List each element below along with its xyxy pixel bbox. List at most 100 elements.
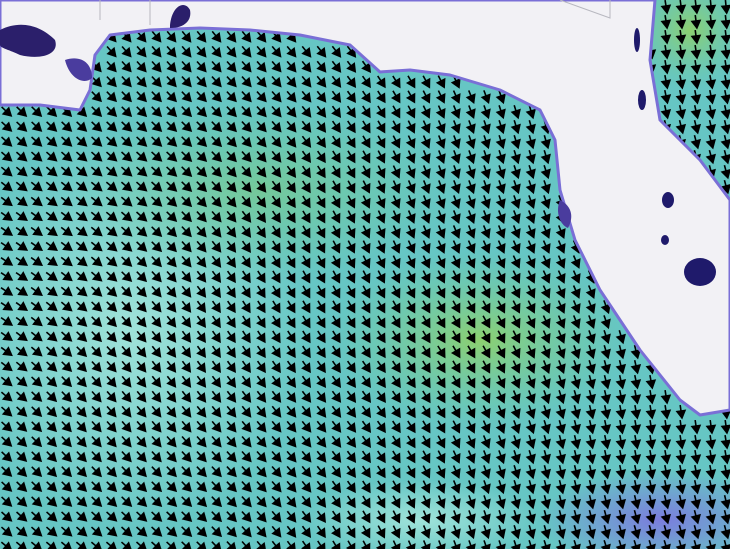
wind-arrow (45, 526, 58, 537)
wind-arrow (435, 270, 446, 284)
wind-arrow (136, 375, 147, 388)
wind-arrow (510, 405, 521, 419)
wind-arrow (316, 420, 327, 433)
wind-arrow (91, 136, 103, 147)
wind-arrow (540, 465, 551, 480)
wind-arrow (405, 465, 416, 479)
wind-arrow (450, 390, 461, 404)
wind-arrow (346, 390, 357, 403)
wind-arrow (121, 76, 132, 88)
wind-arrow (226, 360, 236, 374)
wind-arrow (226, 420, 237, 433)
wind-arrow (106, 121, 118, 132)
wind-arrow (300, 285, 311, 299)
wind-arrow (151, 181, 163, 192)
wind-arrow (555, 510, 566, 525)
wind-arrow (151, 511, 163, 522)
wind-arrow (270, 255, 281, 269)
wind-arrow (196, 30, 207, 43)
wind-arrow (151, 481, 163, 493)
wind-arrow (270, 285, 281, 299)
wind-arrow (91, 466, 102, 478)
wind-arrow (375, 480, 386, 494)
wind-arrow (91, 91, 103, 103)
wind-arrow (435, 480, 446, 494)
wind-arrow (346, 375, 357, 389)
wind-arrow (166, 405, 177, 418)
wind-arrow (660, 14, 672, 30)
wind-arrow (120, 211, 133, 222)
wind-arrow (346, 330, 356, 344)
wind-arrow (90, 541, 103, 549)
wind-arrow (151, 526, 163, 537)
wind-arrow (105, 211, 118, 222)
wind-arrow (555, 315, 566, 329)
wind-arrow (136, 481, 148, 493)
wind-arrow (31, 121, 43, 132)
wind-arrow (61, 391, 72, 403)
wind-arrow (615, 389, 627, 405)
wind-arrow (360, 255, 371, 269)
wind-arrow (46, 391, 58, 403)
wind-arrow (331, 90, 342, 103)
wind-arrow (151, 211, 163, 222)
wind-arrow (510, 105, 521, 120)
wind-arrow (211, 45, 222, 58)
wind-arrow (181, 466, 192, 478)
wind-arrow (30, 286, 43, 297)
wind-arrow (465, 330, 476, 344)
wind-arrow (30, 271, 44, 281)
wind-arrow (166, 60, 177, 73)
wind-arrow (151, 121, 163, 132)
wind-arrow (301, 345, 311, 359)
wind-arrow (166, 91, 177, 103)
wind-arrow (405, 165, 416, 179)
wind-arrow (361, 60, 371, 74)
wind-arrow (61, 346, 73, 357)
wind-arrow (675, 104, 687, 120)
wind-arrow (390, 90, 401, 104)
wind-arrow (405, 180, 416, 194)
wind-arrow (226, 270, 236, 284)
wind-arrow (120, 241, 133, 252)
wind-arrow (435, 465, 446, 479)
wind-arrow (31, 451, 43, 463)
wind-arrow (166, 226, 178, 238)
lake (684, 258, 716, 286)
wind-arrow (720, 524, 730, 540)
wind-arrow (346, 135, 356, 149)
wind-arrow (480, 180, 491, 195)
wind-arrow (75, 271, 88, 282)
wind-arrow (30, 196, 43, 207)
wind-arrow (420, 120, 431, 134)
wind-arrow (30, 316, 43, 327)
wind-arrow (420, 495, 431, 509)
wind-arrow (211, 30, 222, 43)
wind-arrow (405, 150, 416, 164)
wind-arrow (525, 435, 536, 450)
wind-arrow (31, 106, 43, 117)
wind-arrow (45, 331, 58, 342)
wind-arrow (345, 240, 356, 254)
wind-arrow (480, 240, 491, 254)
wind-arrow (166, 256, 177, 268)
wind-arrow (211, 181, 222, 193)
wind-arrow (15, 361, 28, 372)
wind-arrow (136, 466, 147, 478)
wind-arrow (181, 285, 192, 298)
wind-arrow (450, 345, 461, 359)
wind-arrow (301, 390, 312, 403)
wind-arrow (345, 270, 356, 284)
wind-arrow (301, 465, 312, 478)
wind-arrow (60, 256, 73, 267)
wind-arrow (151, 466, 162, 478)
wind-arrow (435, 360, 446, 374)
wind-arrow (331, 450, 342, 463)
wind-arrow (690, 464, 702, 480)
wind-arrow (151, 315, 162, 328)
wind-arrow (346, 495, 356, 509)
wind-arrow (630, 525, 641, 540)
wind-arrow (480, 480, 491, 495)
wind-arrow (331, 150, 341, 164)
